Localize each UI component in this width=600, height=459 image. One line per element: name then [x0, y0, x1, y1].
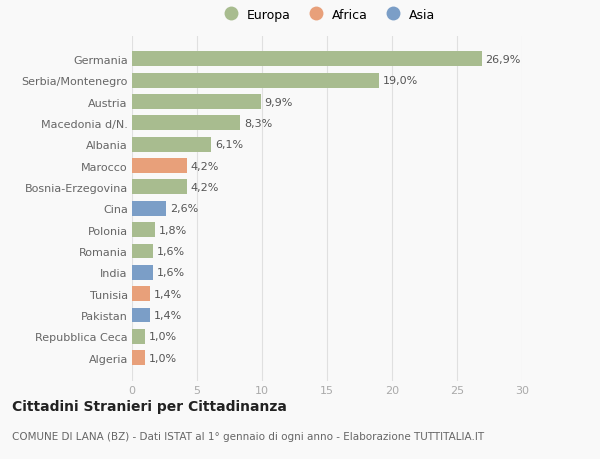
- Text: COMUNE DI LANA (BZ) - Dati ISTAT al 1° gennaio di ogni anno - Elaborazione TUTTI: COMUNE DI LANA (BZ) - Dati ISTAT al 1° g…: [12, 431, 484, 442]
- Bar: [132, 286, 150, 302]
- Bar: [132, 116, 240, 131]
- Text: 1,4%: 1,4%: [154, 289, 182, 299]
- Text: 1,0%: 1,0%: [149, 353, 177, 363]
- Text: 1,8%: 1,8%: [160, 225, 188, 235]
- Bar: [132, 244, 153, 259]
- Text: 19,0%: 19,0%: [383, 76, 418, 86]
- Bar: [132, 138, 211, 152]
- Text: 4,2%: 4,2%: [191, 183, 219, 192]
- Bar: [132, 308, 150, 323]
- Text: 26,9%: 26,9%: [485, 55, 521, 65]
- Bar: [132, 52, 482, 67]
- Text: 1,6%: 1,6%: [157, 268, 185, 278]
- Bar: [132, 180, 187, 195]
- Bar: [132, 202, 166, 216]
- Text: Cittadini Stranieri per Cittadinanza: Cittadini Stranieri per Cittadinanza: [12, 399, 287, 413]
- Bar: [132, 159, 187, 174]
- Text: 4,2%: 4,2%: [191, 161, 219, 171]
- Bar: [132, 350, 145, 365]
- Text: 1,0%: 1,0%: [149, 331, 177, 341]
- Bar: [132, 265, 153, 280]
- Text: 8,3%: 8,3%: [244, 119, 272, 129]
- Text: 6,1%: 6,1%: [215, 140, 244, 150]
- Legend: Europa, Africa, Asia: Europa, Africa, Asia: [218, 9, 436, 22]
- Bar: [132, 329, 145, 344]
- Text: 1,6%: 1,6%: [157, 246, 185, 257]
- Bar: [132, 95, 261, 110]
- Text: 1,4%: 1,4%: [154, 310, 182, 320]
- Text: 2,6%: 2,6%: [170, 204, 198, 214]
- Bar: [132, 73, 379, 89]
- Text: 9,9%: 9,9%: [265, 97, 293, 107]
- Bar: [132, 223, 155, 238]
